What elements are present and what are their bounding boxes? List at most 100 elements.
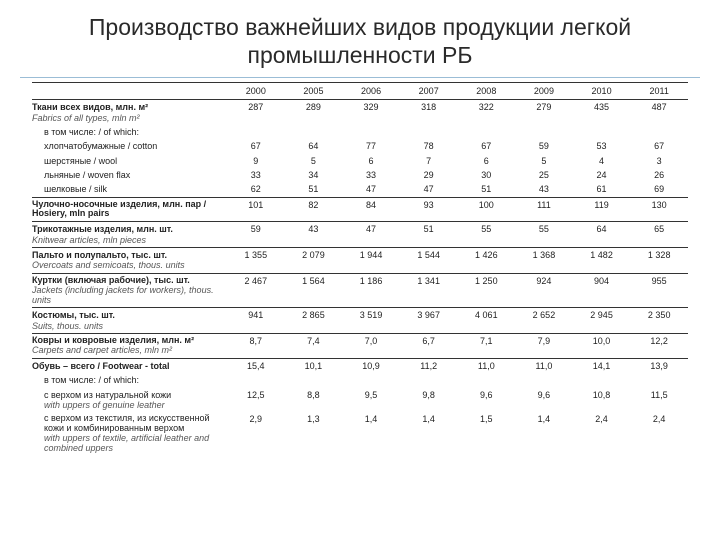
value-cell: 1 250 [458, 273, 516, 308]
value-cell [515, 373, 573, 387]
row-sublabel: with uppers of genuine leather [44, 400, 225, 410]
row-label: с верхом из текстиля, из искусственной к… [44, 414, 225, 434]
value-cell: 9,5 [342, 388, 400, 413]
row-label: с верхом из натуральной кожи [44, 390, 225, 400]
value-cell: 4 [573, 154, 631, 168]
value-cell: 10,8 [573, 388, 631, 413]
value-cell: 1,4 [400, 412, 458, 456]
value-cell: 2 652 [515, 308, 573, 334]
value-cell: 1 355 [227, 248, 285, 274]
header-row: 2000 2005 2006 2007 2008 2009 2010 2011 [32, 83, 688, 100]
value-cell: 59 [227, 222, 285, 248]
table-row: Трикотажные изделия, млн. шт.Knitwear ar… [32, 222, 688, 248]
value-cell: 43 [515, 182, 573, 197]
table-container: 2000 2005 2006 2007 2008 2009 2010 2011 … [0, 78, 720, 456]
value-cell: 84 [342, 197, 400, 222]
value-cell: 487 [630, 100, 688, 125]
value-cell: 55 [458, 222, 516, 248]
table-row: в том числе: / of which: [32, 373, 688, 387]
value-cell: 34 [285, 168, 343, 182]
row-label: Обувь – всего / Footwear - total [32, 361, 225, 371]
value-cell: 47 [342, 182, 400, 197]
value-cell: 67 [630, 139, 688, 153]
value-cell: 25 [515, 168, 573, 182]
table-row: Ткани всех видов, млн. м²Fabrics of all … [32, 100, 688, 125]
value-cell [630, 373, 688, 387]
value-cell: 279 [515, 100, 573, 125]
value-cell: 69 [630, 182, 688, 197]
row-label: хлопчатобумажные / cotton [44, 141, 225, 151]
value-cell: 24 [573, 168, 631, 182]
value-cell: 1 426 [458, 248, 516, 274]
value-cell: 924 [515, 273, 573, 308]
row-sublabel: Overcoats and semicoats, thous. units [32, 260, 225, 270]
value-cell: 2 945 [573, 308, 631, 334]
value-cell [400, 373, 458, 387]
row-sublabel: with uppers of textile, artificial leath… [44, 434, 225, 454]
value-cell: 3 [630, 154, 688, 168]
row-label-cell: Ткани всех видов, млн. м²Fabrics of all … [32, 100, 227, 125]
value-cell: 904 [573, 273, 631, 308]
row-label-cell: Пальто и полупальто, тыс. шт.Overcoats a… [32, 248, 227, 274]
value-cell [573, 125, 631, 139]
value-cell: 9 [227, 154, 285, 168]
value-cell: 1,3 [285, 412, 343, 456]
value-cell: 5 [285, 154, 343, 168]
value-cell: 7,1 [458, 334, 516, 359]
value-cell: 9,6 [458, 388, 516, 413]
value-cell: 13,9 [630, 358, 688, 373]
value-cell: 30 [458, 168, 516, 182]
value-cell: 64 [285, 139, 343, 153]
value-cell: 67 [458, 139, 516, 153]
table-row: Ковры и ковровые изделия, млн. м²Carpets… [32, 334, 688, 359]
value-cell: 59 [515, 139, 573, 153]
value-cell: 78 [400, 139, 458, 153]
table-row: Куртки (включая рабочие), тыс. шт.Jacket… [32, 273, 688, 308]
row-sublabel: Carpets and carpet articles, mln m² [32, 346, 225, 356]
value-cell: 7,9 [515, 334, 573, 359]
value-cell: 10,1 [285, 358, 343, 373]
row-label: шелковые / silk [44, 184, 225, 194]
value-cell: 322 [458, 100, 516, 125]
value-cell: 55 [515, 222, 573, 248]
value-cell [285, 373, 343, 387]
row-label-cell: в том числе: / of which: [32, 125, 227, 139]
value-cell: 1,5 [458, 412, 516, 456]
value-cell: 12,2 [630, 334, 688, 359]
value-cell: 1 341 [400, 273, 458, 308]
value-cell: 1 564 [285, 273, 343, 308]
value-cell: 1 482 [573, 248, 631, 274]
row-label-cell: Обувь – всего / Footwear - total [32, 358, 227, 373]
row-label: Трикотажные изделия, млн. шт. [32, 224, 225, 234]
value-cell [573, 373, 631, 387]
value-cell: 11,2 [400, 358, 458, 373]
table-row: Костюмы, тыс. шт.Suits, thous. units9412… [32, 308, 688, 334]
header-year: 2000 [227, 83, 285, 100]
table-row: Обувь – всего / Footwear - total15,410,1… [32, 358, 688, 373]
value-cell: 4 061 [458, 308, 516, 334]
value-cell: 435 [573, 100, 631, 125]
value-cell: 111 [515, 197, 573, 222]
table-row: Чулочно-носочные изделия, млн. пар / Hos… [32, 197, 688, 222]
value-cell: 2 079 [285, 248, 343, 274]
value-cell: 101 [227, 197, 285, 222]
row-label-cell: в том числе: / of which: [32, 373, 227, 387]
header-year: 2009 [515, 83, 573, 100]
value-cell: 8,7 [227, 334, 285, 359]
table-row: льняные / woven flax3334332930252426 [32, 168, 688, 182]
value-cell: 3 967 [400, 308, 458, 334]
value-cell: 7 [400, 154, 458, 168]
row-label: шерстяные / wool [44, 156, 225, 166]
table-row: с верхом из натуральной кожиwith uppers … [32, 388, 688, 413]
row-label-cell: шелковые / silk [32, 182, 227, 197]
value-cell [342, 373, 400, 387]
value-cell: 7,4 [285, 334, 343, 359]
row-label: в том числе: / of which: [44, 127, 225, 137]
table-row: хлопчатобумажные / cotton676477786759536… [32, 139, 688, 153]
value-cell: 47 [400, 182, 458, 197]
row-sublabel: Jackets (including jackets for workers),… [32, 286, 225, 306]
value-cell: 51 [400, 222, 458, 248]
value-cell: 93 [400, 197, 458, 222]
value-cell: 29 [400, 168, 458, 182]
value-cell: 1 944 [342, 248, 400, 274]
